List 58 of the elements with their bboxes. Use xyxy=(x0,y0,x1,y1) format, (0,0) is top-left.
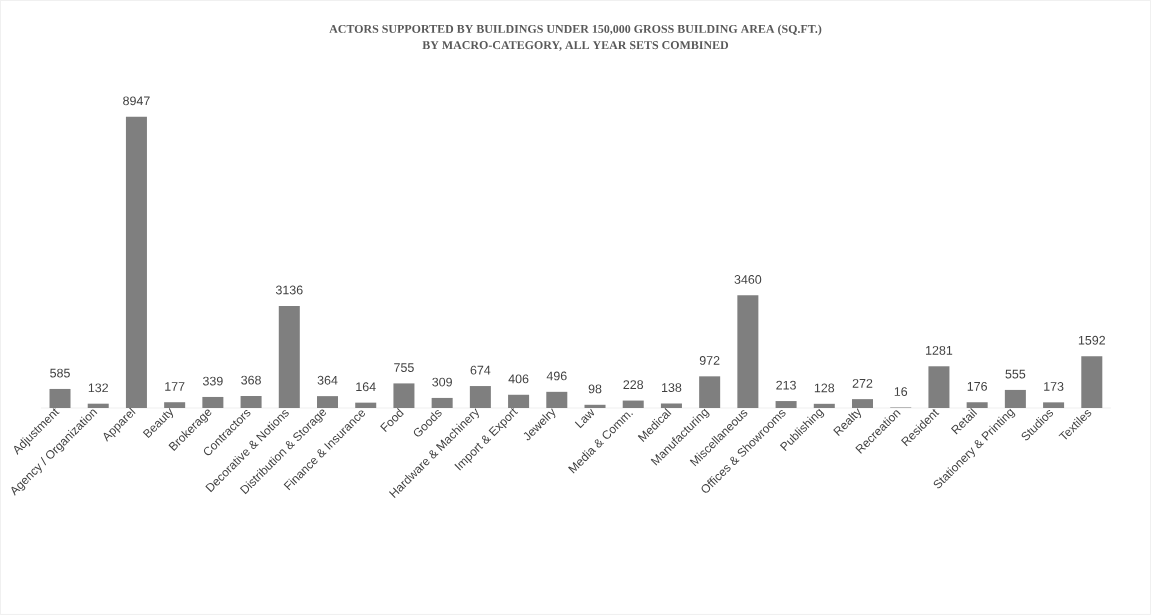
bar xyxy=(508,394,530,408)
bar xyxy=(966,402,988,408)
data-label: 309 xyxy=(432,377,452,387)
bar xyxy=(87,403,109,408)
data-label: 3460 xyxy=(734,275,762,284)
data-label: 406 xyxy=(508,374,529,384)
data-label: 98 xyxy=(588,384,602,394)
bar xyxy=(49,388,71,408)
bar xyxy=(737,295,759,408)
bar xyxy=(775,401,797,408)
data-label: 272 xyxy=(852,378,873,388)
bar xyxy=(355,402,377,408)
data-label: 138 xyxy=(662,383,682,393)
bar xyxy=(928,366,950,408)
data-label: 364 xyxy=(317,375,338,385)
bar xyxy=(1043,402,1065,408)
bar xyxy=(278,305,300,408)
bar xyxy=(431,397,453,408)
data-label: 1592 xyxy=(1078,335,1106,345)
bar xyxy=(1004,389,1026,408)
data-label: 585 xyxy=(50,368,70,378)
data-label: 339 xyxy=(202,376,223,386)
bar xyxy=(469,386,491,408)
data-label: 496 xyxy=(546,371,567,381)
bar xyxy=(125,116,147,408)
data-label: 128 xyxy=(814,383,835,393)
data-label: 755 xyxy=(394,363,414,372)
data-label: 228 xyxy=(623,380,644,390)
data-label: 674 xyxy=(470,365,491,375)
data-label: 1281 xyxy=(926,345,953,355)
x-tick-label: Law xyxy=(574,408,595,429)
data-label: 3136 xyxy=(275,285,303,295)
data-label: 176 xyxy=(967,381,987,391)
data-label: 173 xyxy=(1044,382,1064,391)
data-label: 16 xyxy=(894,387,908,396)
bar xyxy=(699,376,721,408)
bar xyxy=(393,383,415,408)
data-label: 555 xyxy=(1005,369,1026,379)
bar xyxy=(317,396,339,408)
chart-title: ACTORS SUPPORTED BY BUILDINGS UNDER 150,000 GROSS BUILDING AREA (SQ.FT.) xyxy=(329,24,822,36)
data-label: 164 xyxy=(356,382,376,392)
bar xyxy=(546,391,568,408)
bar xyxy=(813,403,835,408)
data-label: 177 xyxy=(165,382,185,391)
data-label: 972 xyxy=(699,356,720,365)
data-label: 8947 xyxy=(123,96,150,106)
bar xyxy=(164,402,186,408)
data-label: 213 xyxy=(776,380,796,390)
data-label: 368 xyxy=(241,375,261,385)
bar xyxy=(622,400,644,408)
bar xyxy=(584,404,606,408)
chart-subtitle: BY MACRO-CATEGORY, ALL YEAR SETS COMBINED xyxy=(422,41,729,51)
bar xyxy=(852,399,874,408)
bar xyxy=(660,403,682,408)
bar xyxy=(202,396,224,408)
data-label: 132 xyxy=(88,383,108,393)
bar xyxy=(1081,356,1103,408)
bar xyxy=(240,396,262,408)
